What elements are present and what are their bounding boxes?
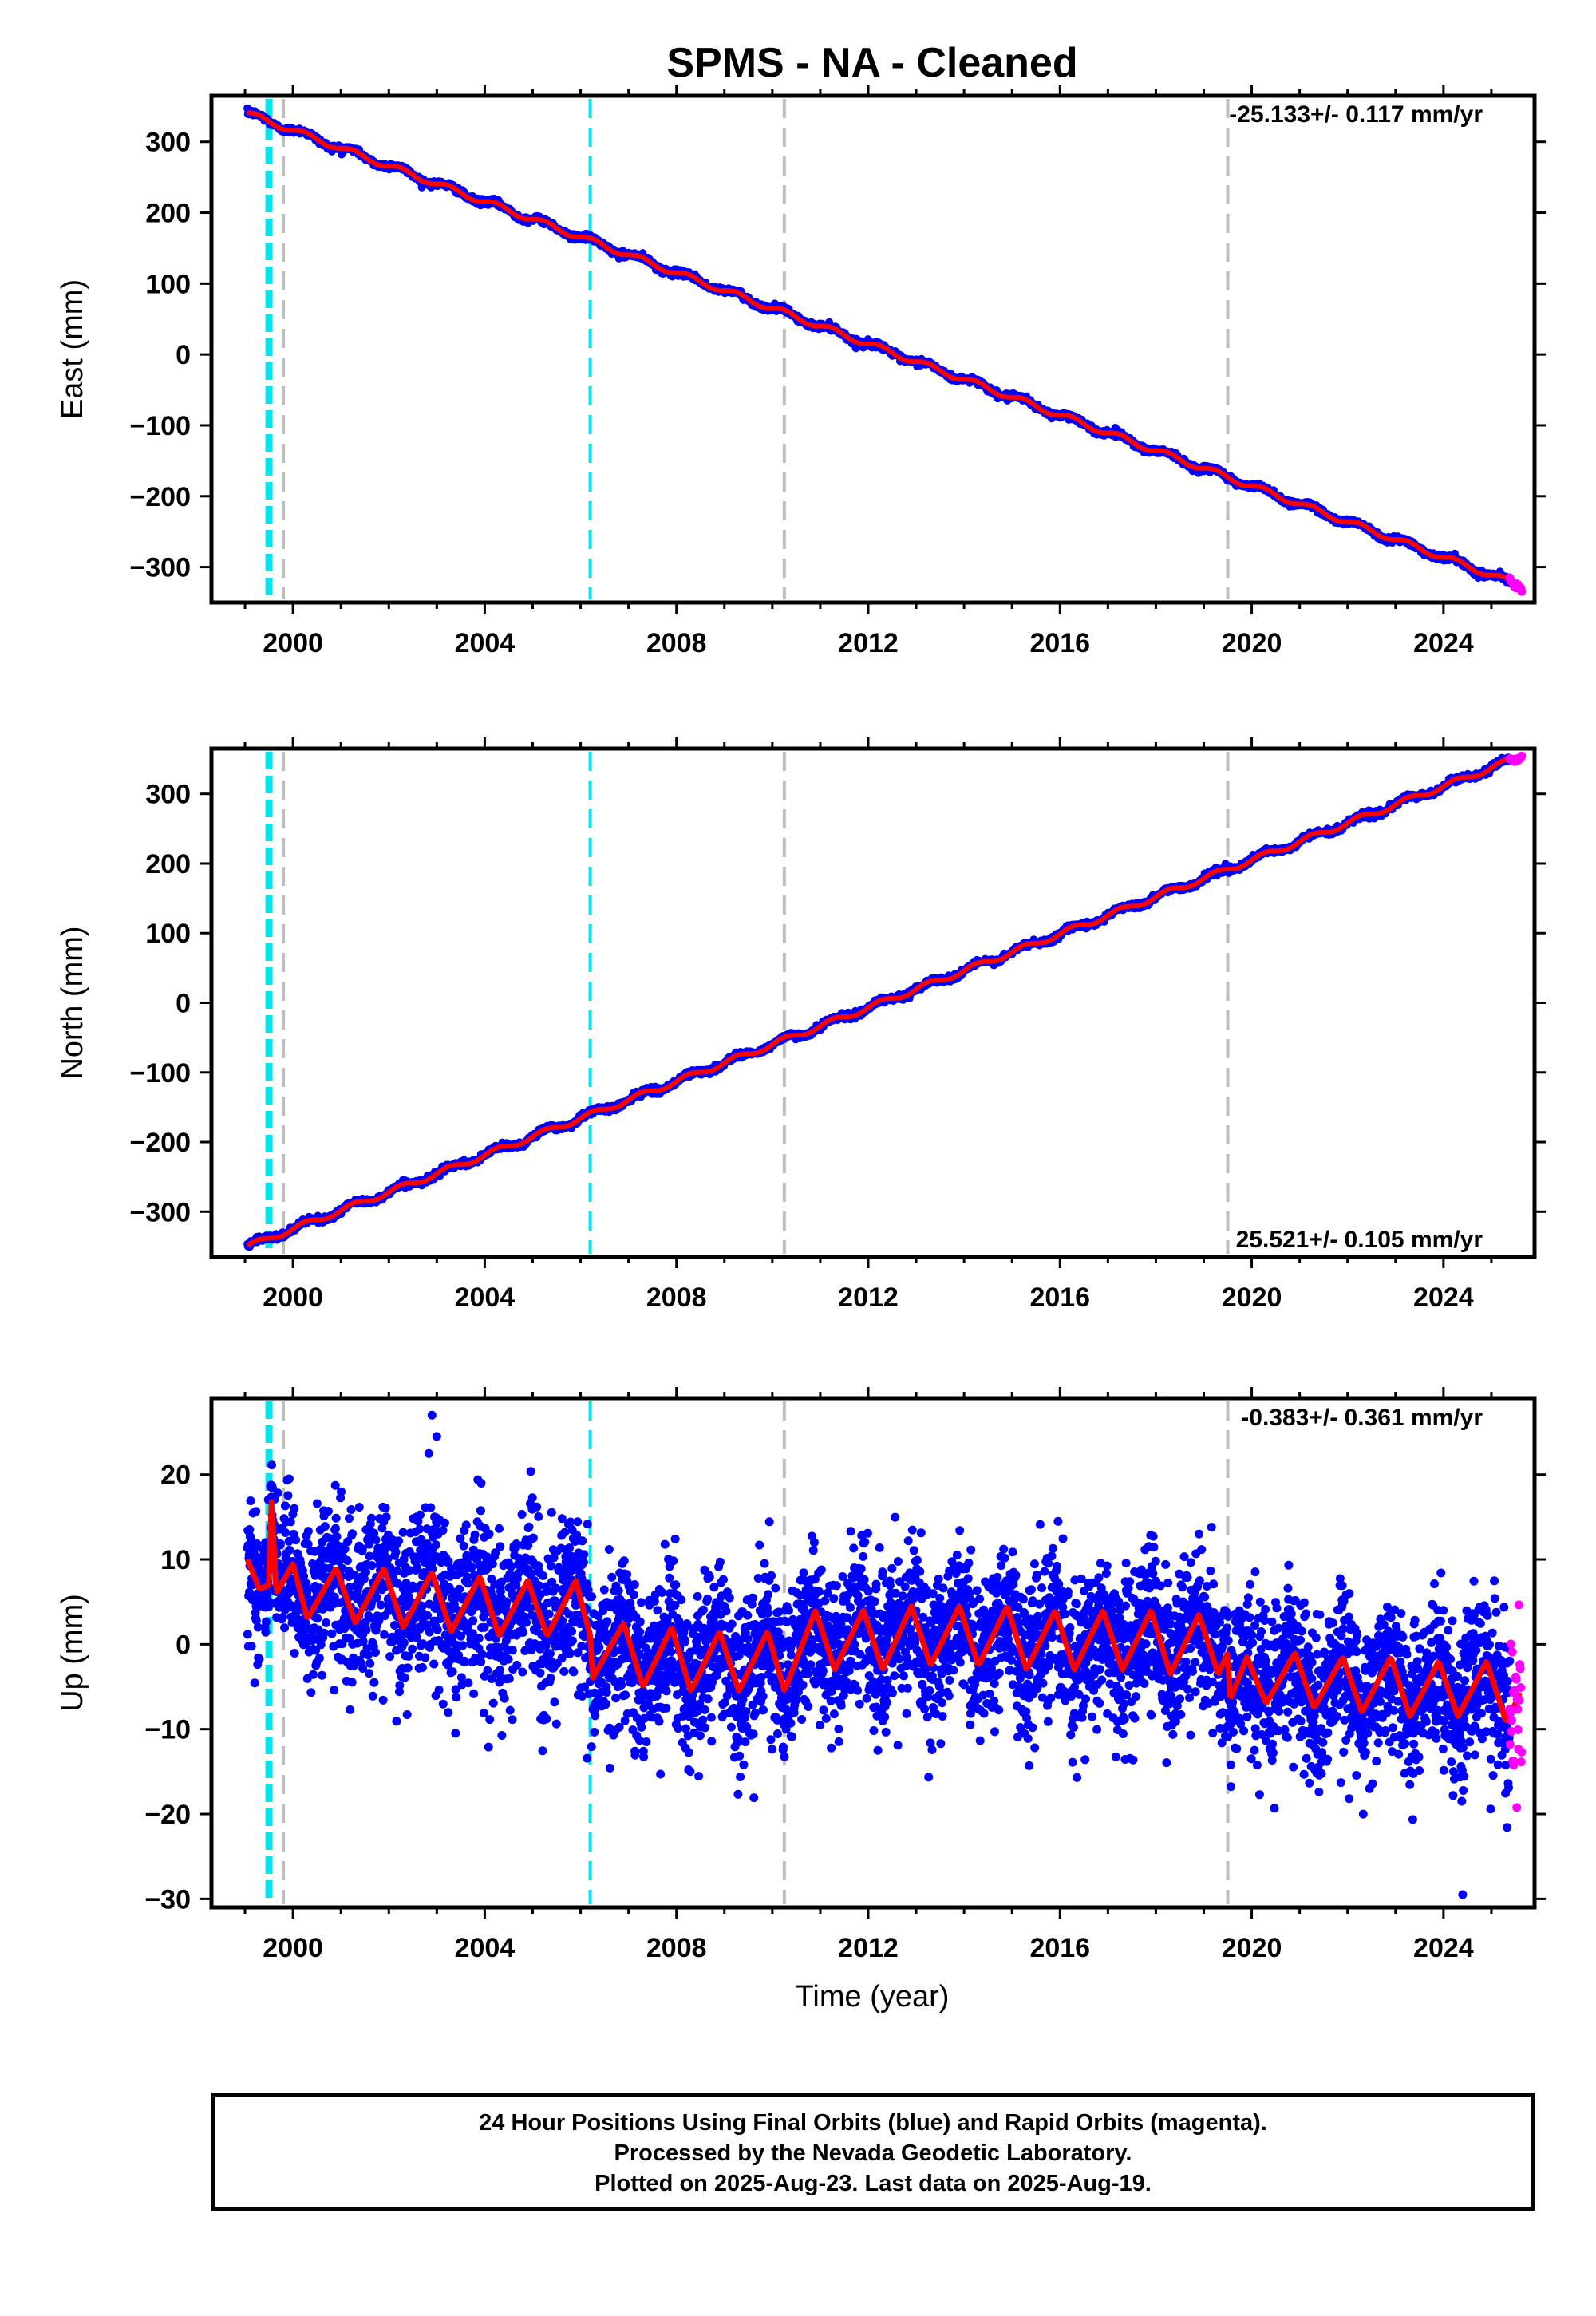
data-layer bbox=[243, 751, 1527, 1251]
y-tick-label: 100 bbox=[145, 269, 191, 299]
y-tick-label: −100 bbox=[129, 411, 191, 441]
y-tick-label: −300 bbox=[129, 553, 191, 583]
x-tick-label: 2004 bbox=[455, 628, 516, 658]
x-tick-label: 2016 bbox=[1029, 628, 1090, 658]
panels: 2000 2004 2008 2012 2016 2020 2024 300 200 100 0 −1… bbox=[56, 85, 1546, 1963]
y-axis-label: East (mm) bbox=[56, 279, 89, 419]
figure-title: SPMS - NA - Cleaned bbox=[666, 40, 1077, 86]
data-layer bbox=[243, 104, 1527, 596]
rate-label: -25.133+/- 0.117 mm/yr bbox=[1229, 101, 1483, 128]
x-tick-label: 2024 bbox=[1413, 628, 1474, 658]
y-tick-label: 0 bbox=[176, 340, 191, 370]
model-fit-line bbox=[246, 110, 1523, 591]
x-tick-label: 2020 bbox=[1222, 628, 1282, 658]
panel-1: 2000 2004 2008 2012 2016 2020 2024 300 200 100 0 −1… bbox=[56, 85, 1546, 658]
x-tick-label: 2008 bbox=[646, 628, 707, 658]
y-tick-label: −200 bbox=[129, 482, 191, 512]
plot-frame bbox=[209, 93, 1537, 605]
x-tick-label: 2000 bbox=[263, 628, 323, 658]
panel-2: 2000 2004 2008 2012 2016 2020 20243002001000−1… bbox=[56, 737, 1546, 1313]
y-tick-label: 300 bbox=[145, 128, 191, 158]
y-tick-label: 200 bbox=[145, 199, 191, 229]
x-tick-label: 2012 bbox=[838, 628, 899, 658]
rapid-orbits-series bbox=[1505, 573, 1527, 596]
rapid-orbit-point bbox=[1517, 587, 1527, 596]
